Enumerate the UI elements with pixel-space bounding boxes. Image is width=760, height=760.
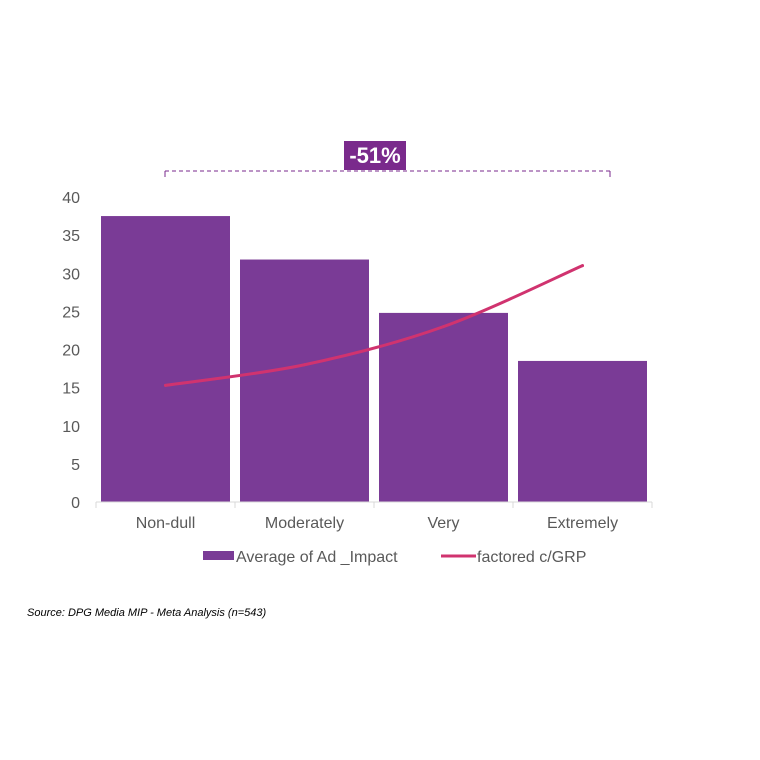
legend: Average of Ad _Impact factored c/GRP (203, 549, 586, 566)
y-tick-label: 10 (62, 419, 80, 436)
line-path (164, 264, 584, 387)
y-tick-label: 15 (62, 381, 80, 398)
bar-series (101, 216, 647, 502)
y-axis: 0 5 10 15 20 25 30 35 40 (62, 190, 80, 512)
legend-label-line: factored c/GRP (477, 549, 586, 566)
x-tick-label: Very (427, 515, 459, 532)
line-point (581, 264, 584, 268)
legend-swatch-bar (203, 551, 234, 560)
line-series (164, 264, 584, 387)
line-point (303, 363, 306, 367)
line-point (442, 325, 445, 329)
y-tick-label: 20 (62, 343, 80, 360)
callout-label: -51% (349, 143, 400, 168)
x-axis: Non-dull Moderately Very Extremely (95, 501, 653, 532)
y-tick-label: 40 (62, 190, 80, 207)
y-tick-label: 30 (62, 266, 80, 283)
bar (379, 312, 508, 502)
line-point (164, 383, 167, 387)
y-tick-label: 25 (62, 304, 80, 321)
x-tick-label: Non-dull (136, 515, 196, 532)
percent-change-callout: -51% (164, 141, 611, 177)
bar (101, 216, 230, 502)
source-note: Source: DPG Media MIP - Meta Analysis (n… (27, 607, 267, 619)
bar (240, 259, 369, 502)
x-tick-label: Extremely (547, 515, 618, 532)
x-tick-label: Moderately (265, 515, 344, 532)
bar (518, 360, 647, 502)
y-tick-label: 35 (62, 228, 80, 245)
y-tick-label: 5 (71, 457, 80, 474)
callout-badge (344, 141, 406, 170)
y-tick-label: 0 (71, 495, 80, 512)
legend-label-bar: Average of Ad _Impact (236, 549, 398, 566)
